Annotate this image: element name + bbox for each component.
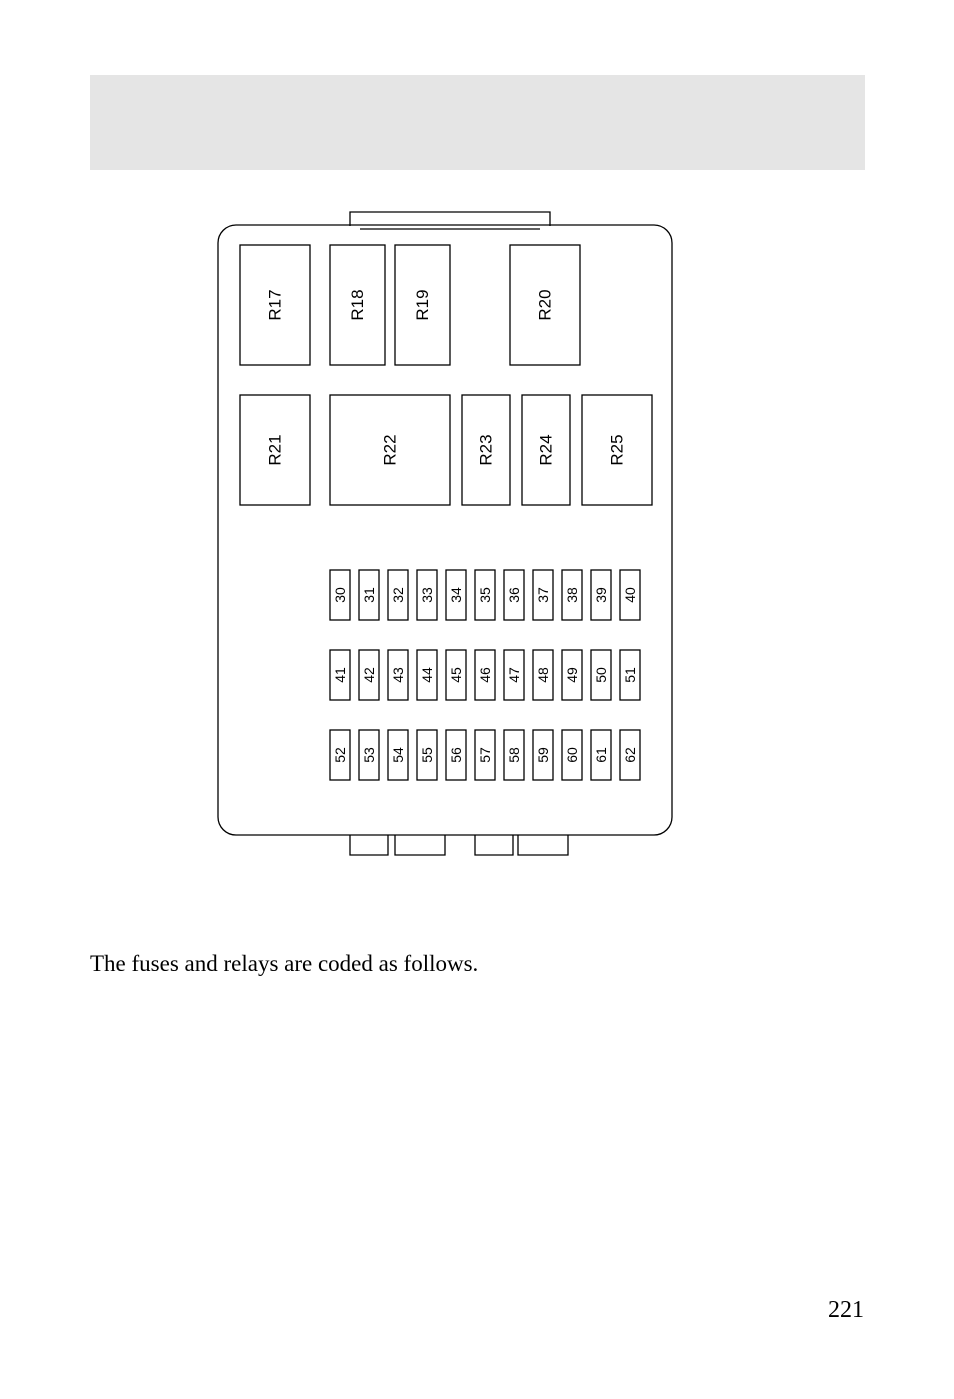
svg-text:42: 42 [361,667,377,683]
svg-text:36: 36 [506,587,522,603]
svg-text:R19: R19 [413,289,432,320]
svg-text:R25: R25 [608,434,627,465]
page-number: 221 [828,1297,864,1324]
svg-text:32: 32 [390,587,406,603]
svg-text:49: 49 [564,667,580,683]
fuse-box-diagram: R17 R18 R19 R20 R21 R22 R23 R24 R25 30 31 32 33 34 35 3… [200,200,700,900]
svg-text:48: 48 [535,667,551,683]
svg-text:58: 58 [506,747,522,763]
svg-text:56: 56 [448,747,464,763]
svg-text:R22: R22 [381,434,400,465]
svg-text:55: 55 [419,747,435,763]
svg-text:40: 40 [622,587,638,603]
svg-text:59: 59 [535,747,551,763]
svg-text:R21: R21 [266,434,285,465]
svg-text:30: 30 [332,587,348,603]
svg-text:R23: R23 [477,434,496,465]
svg-text:35: 35 [477,587,493,603]
svg-text:54: 54 [390,747,406,763]
svg-text:60: 60 [564,747,580,763]
svg-text:61: 61 [593,747,609,763]
svg-text:45: 45 [448,667,464,683]
body-text: The fuses and relays are coded as follow… [90,950,490,979]
svg-text:39: 39 [593,587,609,603]
svg-text:57: 57 [477,747,493,763]
svg-text:43: 43 [390,667,406,683]
svg-text:41: 41 [332,667,348,683]
svg-text:52: 52 [332,747,348,763]
svg-text:46: 46 [477,667,493,683]
svg-text:R20: R20 [536,289,555,320]
svg-text:53: 53 [361,747,377,763]
header-band [90,75,865,170]
svg-text:R18: R18 [348,289,367,320]
svg-text:51: 51 [622,667,638,683]
svg-text:31: 31 [361,587,377,603]
svg-text:50: 50 [593,667,609,683]
svg-text:R24: R24 [537,434,556,465]
svg-text:38: 38 [564,587,580,603]
svg-text:34: 34 [448,587,464,603]
svg-text:37: 37 [535,587,551,603]
svg-text:R17: R17 [266,289,285,320]
svg-text:62: 62 [622,747,638,763]
svg-text:33: 33 [419,587,435,603]
svg-text:44: 44 [419,667,435,683]
svg-text:47: 47 [506,667,522,683]
